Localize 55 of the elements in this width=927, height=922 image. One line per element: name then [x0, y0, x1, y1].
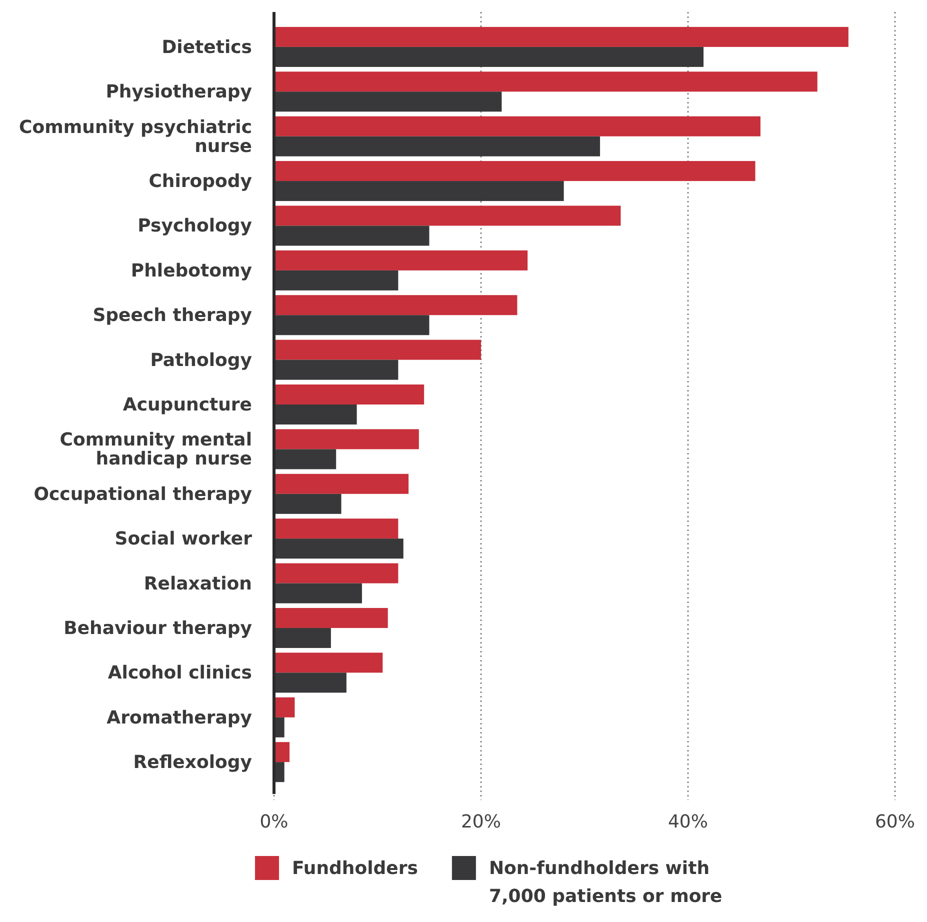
bar — [274, 672, 346, 693]
bar — [274, 518, 398, 539]
bar — [274, 270, 398, 290]
bar — [274, 652, 383, 673]
bar — [274, 72, 818, 92]
bar — [274, 226, 430, 246]
bar — [274, 161, 756, 182]
bar — [274, 360, 398, 380]
y-tick-label: Dietetics — [162, 36, 252, 58]
y-tick-label: Community mental handicap nurse — [60, 429, 252, 470]
y-tick-label: Aromatherapy — [106, 706, 252, 728]
y-tick-label: Relaxation — [144, 572, 252, 594]
legend-label: Fundholders — [292, 858, 418, 878]
bar — [274, 384, 424, 404]
x-tick-label: 40% — [668, 812, 708, 832]
bar — [274, 628, 331, 648]
bar — [274, 295, 518, 316]
bar — [274, 46, 704, 67]
y-tick-label: Community psychiatric nurse — [19, 116, 252, 156]
x-tick-label: 60% — [874, 812, 916, 832]
y-tick-label: Chiropody — [148, 170, 252, 192]
y-tick-label: Psychology — [138, 215, 252, 236]
x-tick-label: 20% — [460, 812, 502, 832]
bar — [274, 583, 362, 604]
y-tick-label: Speech therapy — [92, 304, 252, 326]
bar — [274, 181, 564, 202]
bar — [274, 26, 848, 47]
bar — [274, 404, 357, 424]
bar — [274, 608, 388, 628]
legend-label: Non-fundholders with 7,000 patients or more — [488, 858, 722, 906]
bar — [274, 538, 404, 559]
y-tick-label: Alcohol clinics — [108, 662, 252, 684]
y-tick-label: Acupuncture — [122, 394, 252, 415]
bar — [274, 494, 342, 514]
bar — [274, 449, 336, 470]
y-tick-label: Social worker — [114, 528, 252, 550]
bar — [274, 563, 398, 584]
y-tick-label: Phlebotomy — [130, 260, 252, 281]
bar — [274, 340, 481, 360]
bar — [274, 697, 295, 718]
bar — [274, 206, 621, 226]
bar — [274, 116, 760, 136]
bar — [274, 429, 419, 450]
y-tick-label: Behaviour therapy — [64, 617, 252, 638]
y-tick-label: Pathology — [150, 349, 252, 370]
x-tick-label: 0% — [260, 812, 288, 832]
bar — [274, 250, 528, 270]
bar — [274, 742, 290, 762]
bar — [274, 92, 502, 112]
bar — [274, 136, 600, 156]
y-tick-label: Occupational therapy — [34, 483, 252, 504]
y-tick-label: Physiotherapy — [106, 81, 252, 102]
bar — [274, 474, 409, 494]
bar — [274, 315, 430, 336]
y-tick-label: Reflexology — [133, 752, 252, 773]
